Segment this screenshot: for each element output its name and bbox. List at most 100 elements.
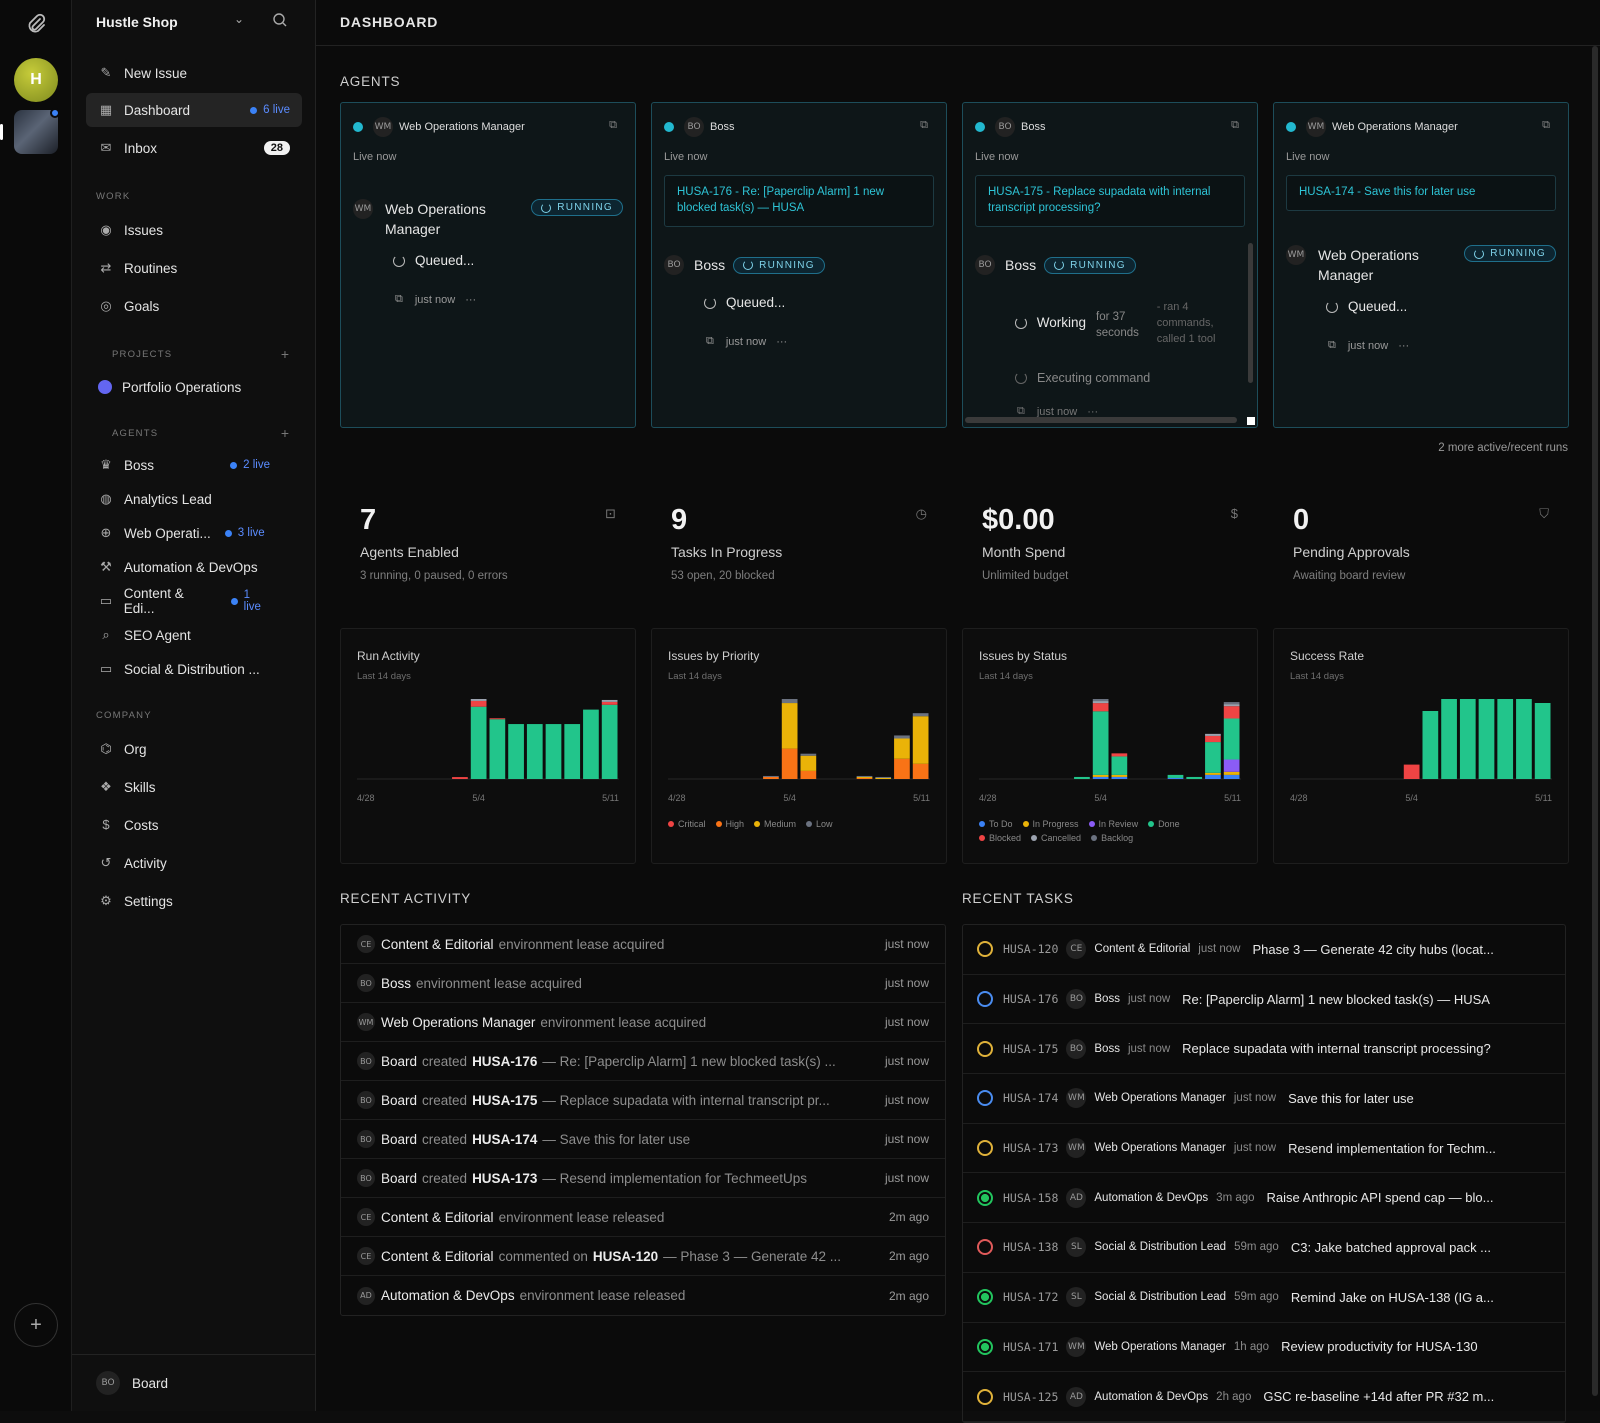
- stat-month-spend[interactable]: $0.00 Month Spend Unlimited budget $: [962, 490, 1258, 600]
- activity-issue-link[interactable]: HUSA-175: [472, 1092, 538, 1108]
- activity-actor[interactable]: Boss: [381, 975, 412, 991]
- search-icon[interactable]: [272, 12, 288, 33]
- workspace-avatar[interactable]: H: [14, 58, 58, 102]
- agent-item-automation[interactable]: ⚒ Automation & DevOps: [86, 550, 302, 584]
- more-runs-link[interactable]: 2 more active/recent runs: [1438, 442, 1568, 454]
- sidebar-footer[interactable]: BO Board: [72, 1354, 316, 1411]
- agent-item-social[interactable]: ▭ Social & Distribution ...: [86, 652, 302, 686]
- copy-icon[interactable]: ⧉: [706, 335, 714, 347]
- issue-link[interactable]: HUSA-175 - Replace supadata with interna…: [975, 175, 1245, 227]
- task-row[interactable]: HUSA-158 AD Automation & DevOps 3m ago Raise…: [963, 1173, 1565, 1224]
- copy-icon[interactable]: ⧉: [1328, 339, 1336, 351]
- task-row[interactable]: HUSA-172 SL Social & Distribution Lead 59m …: [963, 1273, 1565, 1323]
- agent-run-card[interactable]: WM Web Operations Manager ⧉ Live now WM W…: [340, 102, 636, 428]
- stat-pending-approvals[interactable]: 0 Pending Approvals Awaiting board review ⛉: [1273, 490, 1569, 600]
- stat-agents-enabled[interactable]: 7 Agents Enabled 3 running, 0 paused, 0 er…: [340, 490, 636, 600]
- external-link-icon[interactable]: ⧉: [1231, 119, 1239, 131]
- nav-org[interactable]: ⌬ Org: [86, 732, 302, 766]
- nav-skills[interactable]: ❖ Skills: [86, 770, 302, 804]
- vertical-scrollbar[interactable]: [1248, 243, 1253, 383]
- task-row[interactable]: HUSA-176 BO Boss just now Re: [Paperclip Ala…: [963, 975, 1565, 1025]
- activity-row[interactable]: CE Content & Editorial commented on HUSA-12…: [341, 1237, 945, 1276]
- nav-costs[interactable]: $ Costs: [86, 808, 302, 842]
- activity-issue-link[interactable]: HUSA-120: [592, 1248, 659, 1264]
- task-row[interactable]: HUSA-173 WM Web Operations Manager just now…: [963, 1124, 1565, 1174]
- agent-run-card[interactable]: BO Boss ⧉ Live now HUSA-176 - Re: [Paperc…: [651, 102, 947, 428]
- status-circle-icon[interactable]: [977, 1338, 993, 1355]
- add-project-button[interactable]: +: [280, 346, 289, 362]
- activity-row[interactable]: BO Board created HUSA-176— Re: [Paperclip A…: [341, 1042, 945, 1081]
- activity-row[interactable]: CE Content & Editorial environment lease r…: [341, 1198, 945, 1237]
- more-button[interactable]: ···: [776, 335, 788, 348]
- activity-row[interactable]: BO Boss environment lease acquired just now: [341, 964, 945, 1003]
- page-scrollbar[interactable]: [1592, 46, 1598, 1396]
- activity-row[interactable]: CE Content & Editorial environment lease a…: [341, 925, 945, 964]
- more-button[interactable]: ···: [465, 293, 477, 306]
- nav-settings[interactable]: ⚙ Settings: [86, 884, 302, 918]
- agent-item-content[interactable]: ▭ Content & Edi... 1 live: [86, 584, 302, 618]
- external-link-icon[interactable]: ⧉: [920, 119, 928, 131]
- agent-item-analytics[interactable]: ◍ Analytics Lead: [86, 482, 302, 516]
- activity-actor[interactable]: Content & Editorial: [381, 1248, 494, 1264]
- horizontal-scrollbar[interactable]: [965, 417, 1237, 423]
- status-circle-icon[interactable]: [977, 941, 993, 958]
- issue-link[interactable]: HUSA-176 - Re: [Paperclip Alarm] 1 new b…: [664, 175, 934, 227]
- workspace-switcher[interactable]: Hustle Shop: [96, 14, 178, 30]
- nav-inbox[interactable]: ✉ Inbox 28: [86, 131, 302, 165]
- copy-icon[interactable]: ⧉: [395, 293, 403, 305]
- activity-actor[interactable]: Board: [381, 1092, 418, 1108]
- task-row[interactable]: HUSA-125 AD Automation & DevOps 2h ago GSC r…: [963, 1372, 1565, 1422]
- status-circle-icon[interactable]: [977, 1239, 993, 1256]
- activity-row[interactable]: BO Board created HUSA-173— Resend implement…: [341, 1159, 945, 1198]
- status-circle-icon[interactable]: [977, 1189, 993, 1206]
- activity-row[interactable]: WM Web Operations Manager environment leas…: [341, 1003, 945, 1042]
- activity-actor[interactable]: Board: [381, 1131, 418, 1147]
- issue-link[interactable]: HUSA-174 - Save this for later use: [1286, 175, 1556, 211]
- activity-actor[interactable]: Board: [381, 1053, 418, 1069]
- status-circle-icon[interactable]: [977, 1040, 993, 1057]
- nav-activity[interactable]: ↺ Activity: [86, 846, 302, 880]
- activity-actor[interactable]: Web Operations Manager: [381, 1014, 536, 1030]
- chevron-down-icon[interactable]: ⌄: [234, 12, 245, 26]
- status-circle-icon[interactable]: [977, 1140, 993, 1157]
- activity-row[interactable]: BO Board created HUSA-175— Replace supadata…: [341, 1081, 945, 1120]
- agent-item-boss[interactable]: ♛ Boss 2 live: [86, 448, 302, 482]
- activity-row[interactable]: BO Board created HUSA-174— Save this for la…: [341, 1120, 945, 1159]
- activity-actor[interactable]: Content & Editorial: [381, 1209, 494, 1225]
- add-agent-button[interactable]: +: [280, 425, 289, 441]
- nav-issues[interactable]: ◉ Issues: [86, 213, 302, 247]
- task-row[interactable]: HUSA-171 WM Web Operations Manager 1h ago Re…: [963, 1323, 1565, 1373]
- status-circle-icon[interactable]: [977, 991, 993, 1008]
- activity-issue-link[interactable]: HUSA-173: [472, 1170, 538, 1186]
- nav-dashboard[interactable]: ▦ Dashboard 6 live: [86, 93, 302, 127]
- nav-routines[interactable]: ⇄ Routines: [86, 251, 302, 285]
- agent-item-seo[interactable]: ⌕ SEO Agent: [86, 618, 302, 652]
- agent-item-webops[interactable]: ⊕ Web Operati... 3 live: [86, 516, 302, 550]
- activity-row[interactable]: AD Automation & DevOps environment lease r…: [341, 1276, 945, 1315]
- workspace-avatar-photo[interactable]: [14, 110, 58, 154]
- status-circle-icon[interactable]: [977, 1388, 993, 1405]
- status-circle-icon[interactable]: [977, 1090, 993, 1107]
- activity-actor[interactable]: Content & Editorial: [381, 936, 494, 952]
- project-item[interactable]: Portfolio Operations: [86, 370, 302, 404]
- more-button[interactable]: ···: [1398, 339, 1410, 352]
- copy-icon[interactable]: ⧉: [1017, 405, 1025, 417]
- agent-run-card[interactable]: BO Boss ⧉ Live now HUSA-175 - Replace sup…: [962, 102, 1258, 428]
- stat-tasks-in-progress[interactable]: 9 Tasks In Progress 53 open, 20 blocked ◷: [651, 490, 947, 600]
- activity-actor[interactable]: Board: [381, 1170, 418, 1186]
- task-row[interactable]: HUSA-175 BO Boss just now Replace supadata w…: [963, 1024, 1565, 1075]
- add-workspace-button[interactable]: +: [14, 1303, 58, 1347]
- activity-issue-link[interactable]: HUSA-174: [472, 1131, 538, 1147]
- nav-new-issue[interactable]: ✎ New Issue: [86, 56, 302, 90]
- agent-run-card[interactable]: WM Web Operations Manager ⧉ Live now HUSA…: [1273, 102, 1569, 428]
- task-row[interactable]: HUSA-138 SL Social & Distribution Lead 59m …: [963, 1223, 1565, 1273]
- activity-issue-link[interactable]: HUSA-176: [472, 1053, 538, 1069]
- more-button[interactable]: ···: [1087, 405, 1099, 418]
- status-circle-icon[interactable]: [977, 1289, 993, 1306]
- external-link-icon[interactable]: ⧉: [609, 119, 617, 131]
- activity-actor[interactable]: Automation & DevOps: [381, 1288, 515, 1303]
- task-row[interactable]: HUSA-120 CE Content & Editorial just now Pha…: [963, 925, 1565, 975]
- external-link-icon[interactable]: ⧉: [1542, 119, 1550, 131]
- nav-goals[interactable]: ◎ Goals: [86, 289, 302, 323]
- task-row[interactable]: HUSA-174 WM Web Operations Manager just now…: [963, 1074, 1565, 1124]
